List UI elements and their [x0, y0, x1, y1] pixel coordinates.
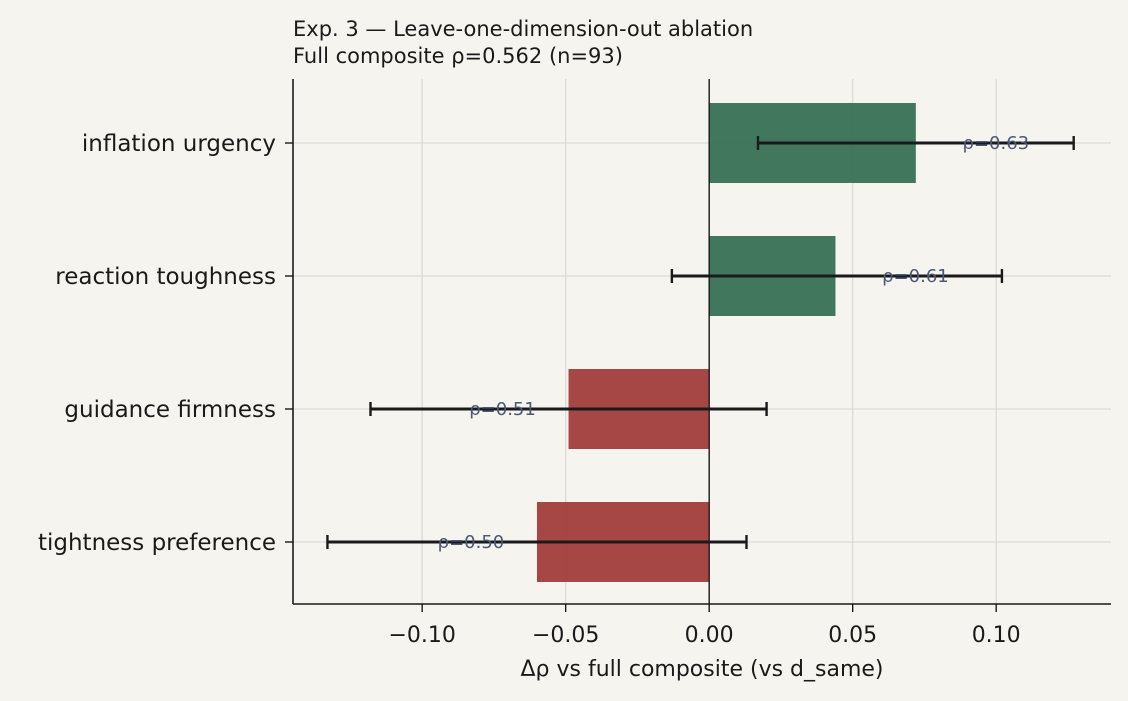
category-label: tightness preference: [38, 530, 276, 556]
bars: [536, 103, 916, 582]
error-bar: [369, 402, 768, 416]
x-tick-label: 0.05: [828, 623, 877, 648]
error-bars: [326, 136, 1075, 549]
data-label: ρ=0.61: [882, 266, 949, 287]
category-label: inflation urgency: [82, 131, 276, 157]
data-label: ρ=0.51: [469, 399, 536, 420]
x-axis-label: Δρ vs full composite (vs d_same): [520, 657, 883, 682]
chart-subtitle: Full composite ρ=0.562 (n=93): [293, 44, 623, 68]
category-label: reaction toughness: [55, 264, 276, 290]
error-bar: [670, 269, 1004, 283]
error-bar: [326, 535, 748, 549]
error-bar: [756, 136, 1075, 150]
data-labels: ρ=0.63 ρ=0.61 ρ=0.51 ρ=0.50: [438, 133, 1029, 553]
category-label: guidance firmness: [64, 397, 276, 423]
x-tick-label: 0.10: [972, 623, 1021, 648]
axes: −0.10 −0.05 0.00 0.05 0.10 inflation urgency r…: [38, 79, 1111, 648]
x-tick-label: −0.05: [532, 623, 599, 648]
x-tick-label: −0.10: [388, 623, 455, 648]
chart-title: Exp. 3 — Leave-one-dimension-out ablatio…: [293, 17, 753, 41]
x-tick-label: 0.00: [685, 623, 734, 648]
data-label: ρ=0.63: [963, 133, 1030, 154]
data-label: ρ=0.50: [438, 532, 505, 553]
